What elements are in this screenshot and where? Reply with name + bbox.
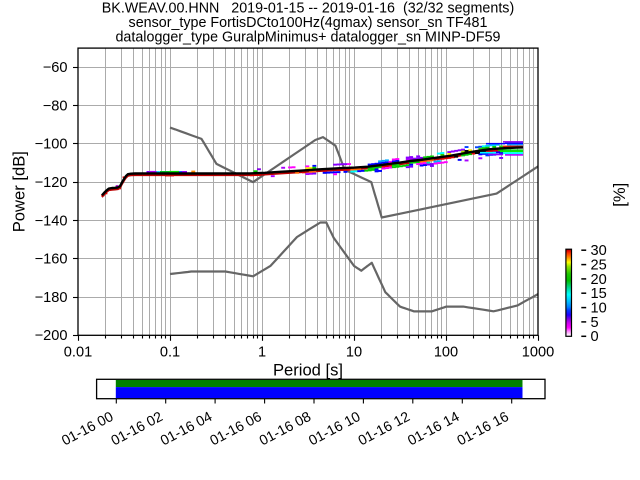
svg-text:0.1: 0.1 — [160, 345, 180, 361]
svg-text:5: 5 — [591, 315, 599, 331]
svg-text:0.01: 0.01 — [64, 345, 92, 361]
svg-text:[%]: [%] — [610, 183, 629, 207]
svg-text:−140: −140 — [35, 213, 68, 229]
svg-text:1: 1 — [258, 345, 266, 361]
svg-text:10: 10 — [591, 301, 607, 317]
svg-text:−180: −180 — [35, 290, 68, 306]
svg-text:15: 15 — [591, 286, 607, 302]
svg-text:−160: −160 — [35, 252, 68, 268]
svg-text:01-16 14: 01-16 14 — [405, 409, 462, 449]
svg-text:25: 25 — [591, 257, 607, 273]
svg-text:−60: −60 — [43, 60, 68, 76]
svg-text:1000: 1000 — [522, 345, 554, 361]
svg-text:01-16 10: 01-16 10 — [306, 409, 363, 449]
svg-text:20: 20 — [591, 272, 607, 288]
svg-text:0: 0 — [591, 329, 599, 345]
svg-text:30: 30 — [591, 243, 607, 259]
svg-text:01-16 16: 01-16 16 — [455, 409, 512, 449]
svg-text:−80: −80 — [43, 98, 68, 114]
svg-text:BK.WEAV.00.HNN 2019-01-15 --: BK.WEAV.00.HNN 2019-01-15 -- 2019-01-16 … — [102, 0, 514, 16]
svg-text:Power [dB]: Power [dB] — [10, 151, 29, 232]
svg-text:01-16 12: 01-16 12 — [356, 409, 413, 449]
svg-text:01-16 02: 01-16 02 — [109, 409, 166, 449]
svg-text:−100: −100 — [35, 137, 68, 153]
svg-text:01-16 00: 01-16 00 — [59, 409, 116, 449]
svg-text:01-16 08: 01-16 08 — [257, 409, 314, 449]
svg-text:−200: −200 — [35, 328, 68, 344]
svg-text:01-16 04: 01-16 04 — [158, 409, 215, 449]
svg-text:−120: −120 — [35, 175, 68, 191]
svg-text:01-16 06: 01-16 06 — [208, 409, 265, 449]
svg-text:Period [s]: Period [s] — [273, 361, 343, 380]
svg-text:10: 10 — [346, 345, 362, 361]
svg-text:datalogger_type GuralpMinimus+: datalogger_type GuralpMinimus+ datalogge… — [115, 30, 500, 46]
svg-text:100: 100 — [434, 345, 458, 361]
svg-text:sensor_type FortisDCto100Hz(4g: sensor_type FortisDCto100Hz(4gmax) senso… — [129, 15, 488, 31]
